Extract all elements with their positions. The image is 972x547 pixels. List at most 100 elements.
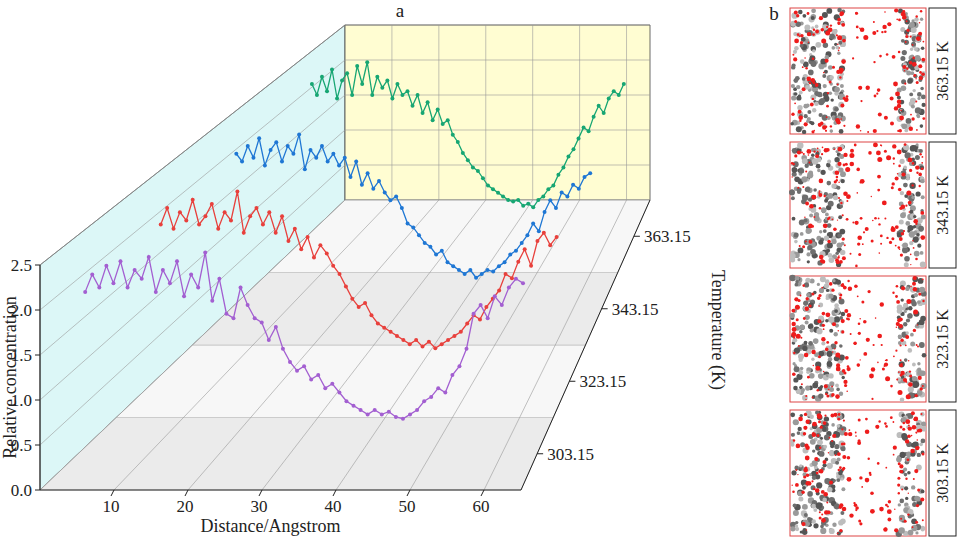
point: [514, 249, 518, 253]
water-atom: [819, 16, 823, 20]
water-atom: [860, 359, 861, 360]
molecule-atom: [913, 74, 917, 78]
water-atom: [806, 420, 810, 424]
point: [401, 338, 405, 342]
water-atom: [891, 227, 896, 232]
point: [536, 198, 540, 202]
water-atom: [818, 355, 821, 358]
molecule-atom: [825, 319, 829, 323]
water-atom: [873, 129, 877, 133]
molecule-atom: [793, 503, 797, 507]
water-atom: [896, 19, 898, 21]
water-atom: [845, 167, 850, 172]
molecule-atom: [905, 19, 910, 24]
z-tick: [569, 381, 575, 382]
water-atom: [829, 80, 832, 83]
point: [360, 82, 364, 86]
molecule-atom: [839, 440, 845, 446]
point: [395, 82, 399, 86]
water-atom: [818, 294, 821, 297]
water-atom: [915, 78, 916, 79]
molecule-atom: [815, 25, 819, 29]
water-atom: [837, 43, 839, 45]
point: [373, 408, 377, 412]
water-atom: [846, 318, 848, 320]
water-atom: [837, 22, 840, 25]
molecule-atom: [920, 124, 924, 128]
molecule-atom: [833, 479, 836, 482]
molecule-atom: [799, 90, 803, 94]
snapshot-frame: [790, 276, 926, 402]
molecule-atom: [807, 110, 811, 114]
molecule-atom: [826, 351, 832, 357]
y-tick: [35, 490, 40, 491]
molecule-atom: [839, 392, 843, 396]
molecule-atom: [809, 16, 815, 22]
water-atom: [898, 492, 900, 494]
point: [450, 373, 454, 377]
point: [344, 399, 348, 403]
water-atom: [863, 35, 868, 40]
molecule-atom: [813, 188, 817, 192]
water-atom: [908, 201, 912, 205]
point: [436, 386, 440, 390]
water-atom: [919, 71, 922, 74]
water-atom: [900, 374, 903, 377]
molecule-atom: [834, 444, 839, 449]
molecule-atom: [917, 390, 923, 396]
molecule-atom: [795, 527, 799, 531]
molecule-atom: [838, 292, 841, 295]
y-tick: [35, 400, 40, 401]
molecule-atom: [836, 82, 839, 85]
point: [97, 286, 101, 290]
water-atom: [905, 381, 907, 383]
water-atom: [855, 221, 859, 225]
water-atom: [811, 350, 815, 354]
point: [400, 93, 404, 97]
water-atom: [899, 364, 902, 367]
molecule-atom: [790, 412, 795, 417]
water-atom: [847, 456, 851, 460]
molecule-atom: [913, 382, 919, 388]
water-atom: [841, 443, 844, 446]
water-atom: [912, 57, 915, 60]
water-atom: [824, 195, 826, 197]
water-atom: [792, 322, 796, 326]
water-atom: [821, 28, 825, 32]
water-atom: [859, 522, 862, 525]
molecule-atom: [818, 373, 824, 379]
water-atom: [822, 125, 826, 129]
molecule-atom: [911, 301, 916, 306]
molecule-atom: [800, 325, 805, 330]
molecule-atom: [802, 77, 806, 81]
point: [330, 68, 334, 72]
point: [405, 89, 409, 93]
molecule-atom: [817, 169, 821, 173]
z-tick-label: 343.15: [612, 300, 659, 319]
water-atom: [798, 345, 800, 347]
water-atom: [859, 318, 861, 320]
water-atom: [839, 76, 841, 78]
molecule-atom: [824, 283, 829, 288]
point: [411, 225, 415, 229]
snapshot-label-box: [929, 8, 956, 134]
molecule-atom: [825, 217, 829, 221]
water-atom: [909, 370, 911, 372]
point: [246, 144, 250, 148]
water-atom: [871, 398, 873, 400]
molecule-atom: [834, 303, 839, 308]
water-atom: [906, 33, 907, 34]
molecule-atom: [907, 225, 913, 231]
water-atom: [837, 452, 841, 456]
molecule-atom: [920, 251, 924, 255]
point: [456, 140, 460, 144]
water-atom: [899, 470, 903, 474]
molecule-atom: [801, 388, 805, 392]
molecule-atom: [798, 497, 803, 502]
water-atom: [807, 12, 810, 15]
point: [253, 316, 257, 320]
molecule-atom: [834, 43, 837, 46]
molecule-atom: [830, 478, 835, 483]
water-atom: [912, 526, 914, 528]
molecule-atom: [905, 287, 910, 292]
